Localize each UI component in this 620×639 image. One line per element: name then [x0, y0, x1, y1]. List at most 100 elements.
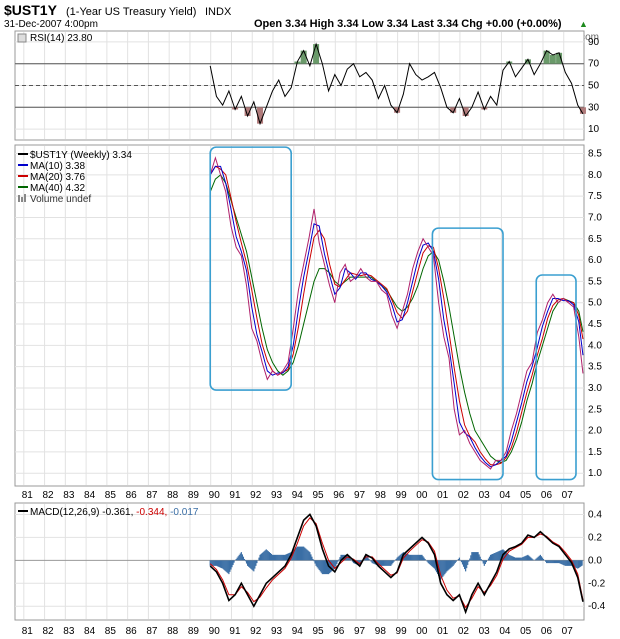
rsi-oversold-fill — [450, 107, 457, 113]
x-tick-label: 84 — [84, 626, 96, 637]
annotation-box — [431, 227, 504, 481]
price-y-tick-label: 1.0 — [588, 468, 602, 479]
macd-y-tick-label: 0.0 — [588, 555, 602, 566]
x-tick-label: 05 — [520, 490, 532, 501]
x-tick-label: 96 — [333, 490, 345, 501]
price-y-tick-label: 5.5 — [588, 276, 602, 287]
x-tick-label: 02 — [458, 626, 470, 637]
rsi-overbought-fill — [300, 50, 307, 64]
quote-date: 31-Dec-2007 4:00pm — [4, 19, 98, 30]
macd-y-tick-label: 0.2 — [588, 532, 602, 543]
price-line — [209, 156, 584, 470]
x-tick-label: 82 — [43, 626, 55, 637]
price-y-tick-label: 6.5 — [588, 234, 602, 245]
x-tick-label: 93 — [271, 626, 283, 637]
price-legend-entry: Volume undef — [30, 194, 91, 205]
quote-arrow-icon: ▲ — [579, 19, 588, 29]
price-legend-entry: MA(10) 3.38 — [30, 161, 85, 172]
price-legend-entry: $UST1Y (Weekly) 3.34 — [30, 150, 132, 161]
x-tick-label: 85 — [105, 490, 117, 501]
macd-legend-value: -0.017 — [167, 507, 199, 518]
exchange: INDX — [205, 6, 232, 18]
x-tick-label: 07 — [562, 626, 574, 637]
macd-y-tick-label: -0.4 — [588, 601, 606, 612]
rsi-plot — [209, 42, 586, 126]
x-tick-label: 97 — [354, 490, 366, 501]
macd-y-axis: 0.4 0.2 0.0 -0.2 -0.4 — [588, 509, 606, 612]
x-tick-label: 92 — [250, 490, 262, 501]
x-tick-label: 83 — [63, 626, 75, 637]
rsi-legend: RSI(14) 23.80 — [30, 33, 93, 44]
price-y-tick-label: 2.5 — [588, 404, 602, 415]
x-tick-label: 96 — [333, 626, 345, 637]
price-y-tick-label: 3.0 — [588, 383, 602, 394]
x-tick-label: 81 — [22, 490, 34, 501]
x-tick-label: 04 — [499, 490, 511, 501]
price-panel: 8.5 8.0 7.5 7.0 6.5 6.0 5.5 5.0 4.5 4.0 3.5 3.0 2.5 2… — [14, 144, 602, 487]
x-tick-label: 88 — [167, 490, 179, 501]
rsi-y-tick-label: 90 — [588, 37, 600, 48]
x-tick-label: 00 — [416, 490, 428, 501]
price-y-tick-label: 7.5 — [588, 191, 602, 202]
macd-plot — [209, 513, 584, 615]
macd-y-tick-label: 0.4 — [588, 509, 602, 520]
symbol: $UST1Y — [4, 2, 58, 18]
price-y-tick-label: 4.0 — [588, 340, 602, 351]
price-legend-entry: MA(40) 4.32 — [30, 183, 85, 194]
ma40-line — [209, 174, 584, 464]
x-tick-label: 91 — [229, 626, 241, 637]
rsi-oversold-fill — [394, 107, 401, 113]
bottom-x-axis: 81 82 83 84 85 86 87 88 89 90 91 92 93 94 95 96 97 98 99 00… — [22, 626, 573, 637]
x-tick-label: 89 — [188, 626, 200, 637]
price-plot — [209, 156, 584, 470]
x-tick-label: 99 — [396, 490, 408, 501]
price-annotations — [209, 146, 577, 481]
macd-signal-line — [209, 517, 584, 609]
x-tick-label: 05 — [520, 626, 532, 637]
x-tick-label: 87 — [146, 626, 158, 637]
rsi-line — [209, 42, 584, 126]
x-tick-label: 98 — [375, 490, 387, 501]
rsi-y-tick-label: 10 — [588, 124, 600, 135]
ma10-line — [209, 165, 584, 468]
price-legend-entry: MA(20) 3.76 — [30, 172, 85, 183]
rsi-oversold-fill — [244, 107, 251, 117]
price-y-tick-label: 8.5 — [588, 149, 602, 160]
x-tick-label: 89 — [188, 490, 200, 501]
x-tick-label: 91 — [229, 490, 241, 501]
rsi-y-tick-label: 30 — [588, 102, 600, 113]
x-tick-label: 94 — [292, 490, 304, 501]
macd-y-tick-label: -0.2 — [588, 578, 606, 589]
security-name: (1-Year US Treasury Yield) — [66, 6, 196, 18]
rsi-overbought-fill — [543, 50, 550, 64]
x-tick-label: 90 — [209, 490, 221, 501]
price-y-tick-label: 5.0 — [588, 298, 602, 309]
x-tick-label: 01 — [437, 490, 449, 501]
x-tick-label: 06 — [541, 490, 553, 501]
price-y-tick-label: 8.0 — [588, 170, 602, 181]
annotation-box — [209, 146, 292, 391]
rsi-y-axis: 90 70 50 30 10 — [588, 37, 600, 135]
x-tick-label: 94 — [292, 626, 304, 637]
rsi-oversold-fill — [579, 107, 586, 114]
rsi-panel: 90 70 50 30 10 RSI(14) 23.80 — [14, 30, 600, 141]
x-tick-label: 00 — [416, 626, 428, 637]
price-y-tick-label: 6.0 — [588, 255, 602, 266]
rsi-oversold-fill — [462, 107, 469, 117]
x-tick-label: 87 — [146, 490, 158, 501]
price-y-tick-label: 3.5 — [588, 362, 602, 373]
x-tick-label: 81 — [22, 626, 34, 637]
price-y-axis: 8.5 8.0 7.5 7.0 6.5 6.0 5.5 5.0 4.5 4.0 3.5 3.0 2.5 2… — [588, 149, 602, 480]
volume-legend-icon — [24, 194, 26, 202]
x-tick-label: 82 — [43, 490, 55, 501]
quote-summary: Open 3.34 High 3.34 Low 3.34 Last 3.34 C… — [254, 18, 562, 30]
x-tick-label: 95 — [312, 626, 324, 637]
x-tick-label: 86 — [126, 626, 138, 637]
mid-x-axis: 81 82 83 84 85 86 87 88 89 90 91 92 93 94 95 96 97 98 99 00… — [22, 490, 573, 501]
rsi-overbought-fill — [313, 44, 320, 64]
rsi-legend-icon — [17, 33, 27, 43]
x-tick-label: 07 — [562, 490, 574, 501]
x-tick-label: 85 — [105, 626, 117, 637]
